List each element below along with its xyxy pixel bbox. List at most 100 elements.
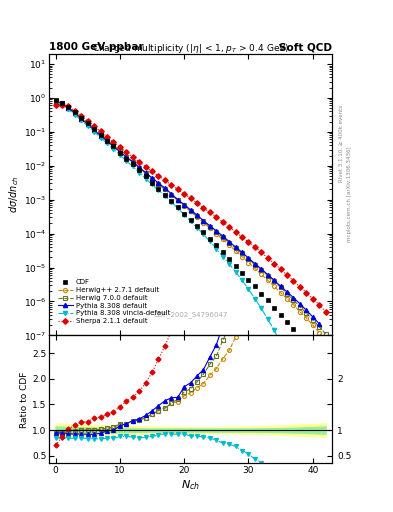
Sherpa 2.1.1 default <box>53 102 58 109</box>
CDF <box>317 357 321 363</box>
Herwig 7.0.0 default <box>278 284 283 290</box>
Pythia 8.308 default <box>272 277 277 283</box>
Herwig++ 2.7.1 default <box>111 143 116 149</box>
Herwig++ 2.7.1 default <box>150 176 154 182</box>
Herwig 7.0.0 default <box>265 272 270 279</box>
Text: Soft QCD: Soft QCD <box>279 42 332 52</box>
Pythia 8.308 default <box>137 164 141 170</box>
Herwig 7.0.0 default <box>323 331 328 337</box>
Pythia 8.308 default <box>259 266 264 272</box>
Pythia 8.308 vincia-default <box>175 205 180 211</box>
Sherpa 2.1.1 default <box>291 278 296 284</box>
Herwig++ 2.7.1 default <box>163 186 167 193</box>
Herwig++ 2.7.1 default <box>124 154 129 160</box>
Sherpa 2.1.1 default <box>105 134 109 140</box>
CDF <box>265 297 270 303</box>
Herwig++ 2.7.1 default <box>323 337 328 344</box>
Herwig 7.0.0 default <box>253 262 257 268</box>
Pythia 8.308 vincia-default <box>233 269 238 275</box>
Sherpa 2.1.1 default <box>169 182 174 188</box>
Legend: CDF, Herwig++ 2.7.1 default, Herwig 7.0.0 default, Pythia 8.308 default, Pythia : CDF, Herwig++ 2.7.1 default, Herwig 7.0.… <box>55 278 172 326</box>
Sherpa 2.1.1 default <box>92 123 97 129</box>
Pythia 8.308 default <box>53 98 58 104</box>
Herwig 7.0.0 default <box>272 279 277 285</box>
Herwig++ 2.7.1 default <box>253 265 257 271</box>
Pythia 8.308 default <box>195 212 199 218</box>
CDF <box>240 270 244 276</box>
Herwig 7.0.0 default <box>304 310 309 316</box>
Sherpa 2.1.1 default <box>150 168 154 175</box>
CDF <box>253 283 257 289</box>
CDF <box>156 186 161 192</box>
CDF <box>304 341 309 347</box>
Sherpa 2.1.1 default <box>310 295 315 302</box>
Pythia 8.308 default <box>163 185 167 191</box>
CDF <box>246 277 251 283</box>
Herwig 7.0.0 default <box>111 143 116 149</box>
CDF <box>188 217 193 223</box>
Pythia 8.308 vincia-default <box>195 225 199 231</box>
Herwig++ 2.7.1 default <box>105 137 109 143</box>
Pythia 8.308 vincia-default <box>253 295 257 302</box>
Pythia 8.308 vincia-default <box>214 246 219 252</box>
Sherpa 2.1.1 default <box>201 205 206 211</box>
X-axis label: $N_{ch}$: $N_{ch}$ <box>181 478 200 492</box>
Title: Charged multiplicity ($|\eta|$ < 1, $p_T$ > 0.4 GeV): Charged multiplicity ($|\eta|$ < 1, $p_T… <box>92 42 289 55</box>
Herwig++ 2.7.1 default <box>72 110 77 116</box>
Sherpa 2.1.1 default <box>79 113 84 119</box>
Herwig 7.0.0 default <box>175 197 180 203</box>
Pythia 8.308 default <box>130 159 135 165</box>
Herwig++ 2.7.1 default <box>291 302 296 308</box>
Pythia 8.308 vincia-default <box>188 218 193 224</box>
CDF <box>214 242 219 248</box>
Sherpa 2.1.1 default <box>124 149 129 155</box>
Sherpa 2.1.1 default <box>130 154 135 160</box>
Herwig++ 2.7.1 default <box>156 181 161 187</box>
Herwig 7.0.0 default <box>118 148 122 154</box>
Pythia 8.308 vincia-default <box>182 211 187 218</box>
Herwig 7.0.0 default <box>214 229 219 235</box>
Pythia 8.308 vincia-default <box>98 135 103 141</box>
Pythia 8.308 vincia-default <box>169 199 174 205</box>
Pythia 8.308 vincia-default <box>130 163 135 169</box>
Sherpa 2.1.1 default <box>156 173 161 179</box>
Pythia 8.308 default <box>169 190 174 197</box>
Pythia 8.308 default <box>85 121 90 127</box>
Sherpa 2.1.1 default <box>304 290 309 296</box>
Herwig 7.0.0 default <box>143 170 148 176</box>
Line: Sherpa 2.1.1 default: Sherpa 2.1.1 default <box>53 103 328 313</box>
Herwig 7.0.0 default <box>188 208 193 214</box>
Herwig++ 2.7.1 default <box>259 271 264 278</box>
Pythia 8.308 vincia-default <box>285 353 289 359</box>
Text: Rivet 3.1.10, ≥ 400k events: Rivet 3.1.10, ≥ 400k events <box>339 105 344 182</box>
Herwig 7.0.0 default <box>85 120 90 126</box>
Pythia 8.308 default <box>60 100 64 106</box>
Herwig++ 2.7.1 default <box>195 214 199 220</box>
Pythia 8.308 default <box>227 239 231 245</box>
Herwig++ 2.7.1 default <box>188 208 193 215</box>
Pythia 8.308 default <box>118 148 122 155</box>
Pythia 8.308 vincia-default <box>259 305 264 311</box>
Sherpa 2.1.1 default <box>208 209 212 216</box>
Pythia 8.308 vincia-default <box>124 158 129 164</box>
Sherpa 2.1.1 default <box>137 159 141 165</box>
Line: Pythia 8.308 default: Pythia 8.308 default <box>53 99 321 326</box>
Pythia 8.308 vincia-default <box>150 181 154 187</box>
Pythia 8.308 vincia-default <box>227 261 231 267</box>
Pythia 8.308 vincia-default <box>201 231 206 238</box>
Herwig++ 2.7.1 default <box>66 104 71 110</box>
CDF <box>175 204 180 210</box>
Herwig++ 2.7.1 default <box>60 100 64 106</box>
Sherpa 2.1.1 default <box>143 163 148 169</box>
Sherpa 2.1.1 default <box>60 102 64 108</box>
Pythia 8.308 default <box>175 197 180 203</box>
Sherpa 2.1.1 default <box>118 144 122 151</box>
CDF <box>163 191 167 198</box>
Sherpa 2.1.1 default <box>175 186 180 193</box>
Pythia 8.308 vincia-default <box>118 152 122 158</box>
Sherpa 2.1.1 default <box>98 129 103 135</box>
Herwig++ 2.7.1 default <box>53 98 58 104</box>
Pythia 8.308 default <box>66 105 71 111</box>
Y-axis label: $d\sigma/dn_{ch}$: $d\sigma/dn_{ch}$ <box>7 176 21 214</box>
Pythia 8.308 default <box>285 289 289 295</box>
